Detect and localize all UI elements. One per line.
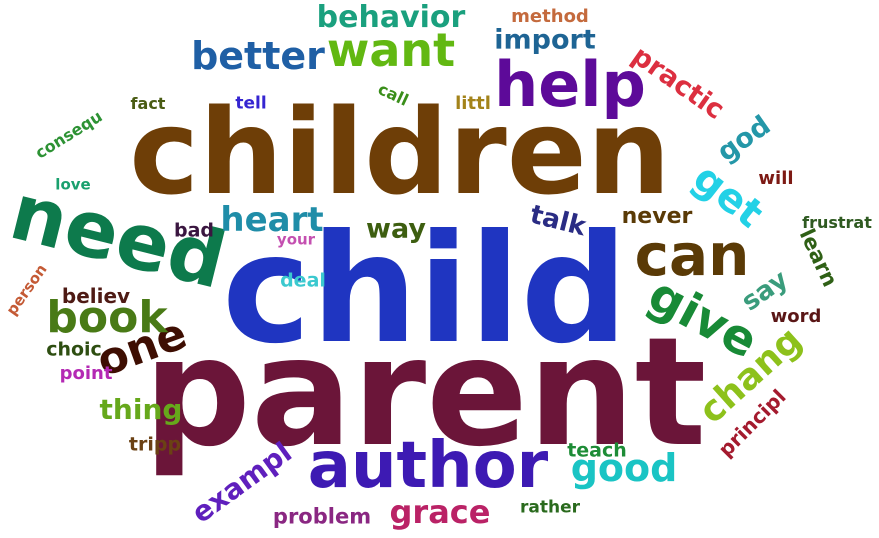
word-child: child [222, 203, 628, 377]
word-can: can [634, 221, 750, 289]
word-good: good [570, 446, 678, 490]
word-teach: teach [567, 439, 627, 462]
word-love: love [55, 175, 91, 194]
word-bad: bad [173, 219, 215, 242]
word-way: way [366, 213, 426, 245]
word-children: children [129, 83, 671, 221]
word-person: person [2, 260, 51, 319]
word-believ: believ [61, 284, 131, 308]
word-behavior: behavior [316, 0, 466, 35]
word-point: point [59, 363, 113, 384]
word-thing: thing [99, 393, 183, 426]
word-god: god [711, 109, 777, 169]
word-help: help [494, 48, 646, 121]
word-import: import [494, 24, 596, 56]
word-deal: deal [280, 269, 326, 292]
word-problem: problem [272, 504, 372, 529]
word-author: author [307, 429, 549, 503]
word-your: your [276, 230, 316, 249]
word-rather: rather [520, 497, 580, 518]
word-word: word [770, 306, 822, 327]
word-fact: fact [130, 94, 166, 113]
word-littl: littl [455, 93, 491, 114]
word-choic: choic [46, 338, 102, 361]
word-heart: heart [220, 200, 324, 240]
word-frustrat: frustrat [802, 213, 872, 232]
word-will: will [758, 168, 794, 189]
word-never: never [621, 204, 693, 229]
word-learn: learn [794, 225, 843, 291]
word-want: want [326, 23, 456, 77]
word-parent: parent [143, 306, 707, 480]
word-tell: tell [235, 93, 267, 114]
word-book: book [46, 292, 168, 343]
word-tripp: tripp [128, 433, 182, 456]
word-method: method [511, 6, 589, 27]
word-consequ: consequ [31, 106, 106, 163]
word-better: better [191, 34, 325, 78]
word-grace: grace [389, 493, 491, 531]
